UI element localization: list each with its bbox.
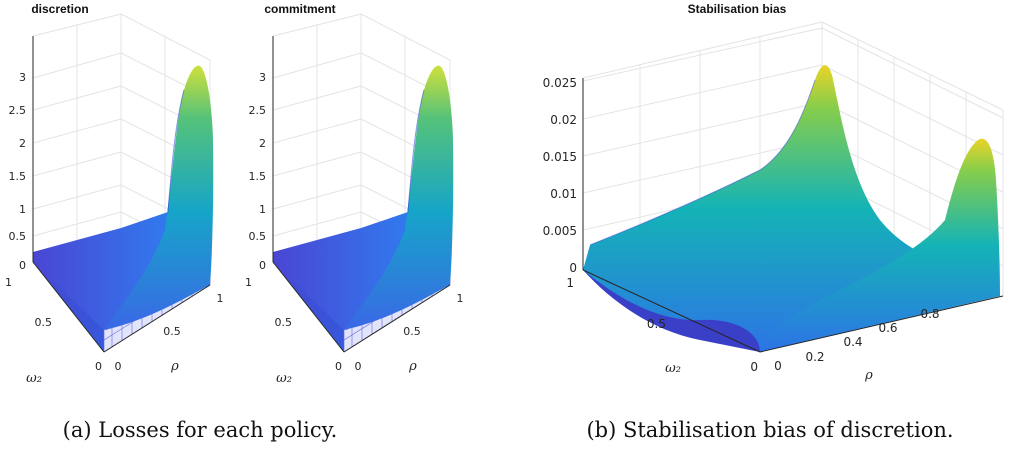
panel-commitment: commitment [245, 2, 464, 386]
ztick-label: 1 [19, 203, 26, 216]
xtick-label: 0 [774, 359, 782, 373]
ztick-labels-commitment: 3 2.5 2 1.5 1 0.5 0 [249, 71, 267, 272]
surface-right-ridge [760, 138, 1000, 352]
xtick-labels-stabilisation-bias: 0 0.2 0.4 0.6 0.8 [774, 307, 939, 373]
xtick-label: 0.8 [920, 307, 939, 321]
ztick-label: 2.5 [9, 104, 27, 117]
ytick-label: 0.5 [35, 316, 53, 329]
ztick-label: 2 [259, 137, 266, 150]
ytick-label: 0.5 [275, 316, 293, 329]
ytick-label: 0 [95, 360, 102, 373]
panel-discretion: discretion [5, 2, 224, 386]
ztick-label: 0.5 [249, 230, 267, 243]
xlabel-discretion: ρ [170, 359, 179, 374]
ytick-label: 0 [335, 360, 342, 373]
xtick-label: 1 [217, 292, 224, 305]
ztick-label: 0 [569, 261, 577, 275]
ztick-labels-stabilisation-bias: 0.025 0.02 0.015 0.01 0.005 0 [543, 76, 577, 275]
ztick-label: 0.02 [550, 113, 577, 127]
caption-a: (a) Losses for each policy. [62, 418, 338, 442]
xtick-label: 0.5 [403, 325, 421, 338]
surface-peak-commitment [344, 65, 454, 331]
panel-title-discretion: discretion [31, 2, 88, 16]
xtick-label: 0 [355, 360, 362, 373]
ztick-label: 1.5 [249, 170, 267, 183]
ztick-label: 0 [19, 259, 26, 272]
ytick-labels-commitment: 1 0.5 0 [245, 276, 342, 373]
axes-stabilisation-bias [582, 78, 1004, 353]
axes-discretion [32, 36, 211, 353]
ytick-label: 1 [245, 276, 252, 289]
panel-title-stabilisation-bias: Stabilisation bias [688, 2, 787, 16]
ztick-label: 0.005 [543, 224, 577, 238]
surface-peak-discretion [104, 65, 214, 331]
panel-title-commitment: commitment [264, 2, 335, 16]
ztick-label: 3 [259, 71, 266, 84]
ztick-label: 0.025 [543, 76, 577, 90]
ztick-label: 2 [19, 137, 26, 150]
ztick-label: 0 [259, 259, 266, 272]
xtick-label: 0 [115, 360, 122, 373]
ytick-label: 0.5 [647, 317, 666, 331]
ztick-label: 1.5 [9, 170, 27, 183]
xtick-label: 0.4 [843, 335, 862, 349]
ztick-label: 0.5 [9, 230, 27, 243]
xtick-label: 1 [457, 292, 464, 305]
xtick-label: 0.6 [878, 321, 897, 335]
ztick-label: 1 [259, 203, 266, 216]
xtick-label: 0.5 [163, 325, 181, 338]
xtick-label: 0.2 [805, 350, 824, 364]
surface-slab-commitment [273, 212, 420, 330]
ztick-label: 0.015 [543, 150, 577, 164]
ztick-label: 2.5 [249, 104, 267, 117]
ytick-label: 1 [566, 276, 574, 290]
xlabel-stabilisation-bias: ρ [864, 368, 873, 383]
ztick-labels-discretion: 3 2.5 2 1.5 1 0.5 0 [9, 71, 27, 272]
ztick-label: 0.01 [550, 187, 577, 201]
ylabel-discretion: ω₂ [26, 371, 42, 386]
caption-b: (b) Stabilisation bias of discretion. [586, 418, 954, 442]
ylabel-stabilisation-bias: ω₂ [665, 361, 681, 376]
surface-slab-discretion [33, 212, 180, 330]
ytick-labels-discretion: 1 0.5 0 [5, 276, 102, 373]
ylabel-commitment: ω₂ [276, 371, 292, 386]
ytick-labels-stabilisation-bias: 1 0.5 0 [566, 276, 758, 374]
ztick-label: 3 [19, 71, 26, 84]
xtick-labels-discretion: 0 0.5 1 [115, 292, 224, 373]
xlabel-commitment: ρ [408, 359, 417, 374]
ytick-label: 1 [5, 276, 12, 289]
xtick-labels-commitment: 0 0.5 1 [355, 292, 464, 373]
panel-stabilisation-bias: Stabilisation bias [543, 2, 1004, 383]
axes-commitment [272, 36, 451, 353]
ytick-label: 0 [750, 360, 758, 374]
